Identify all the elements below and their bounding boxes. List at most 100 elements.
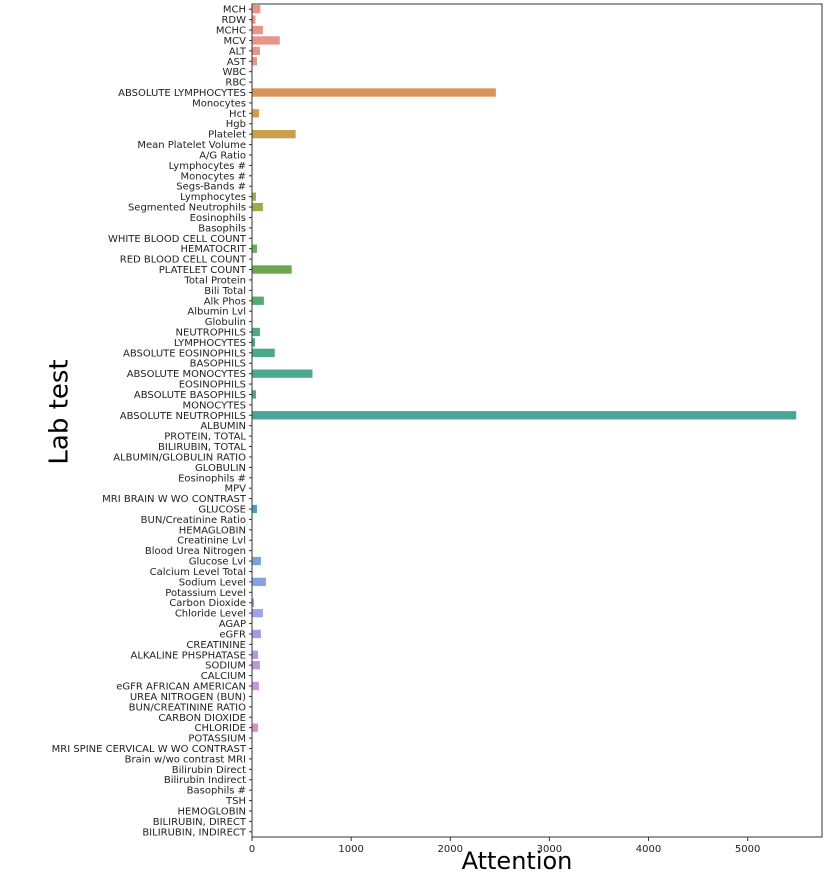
bar (252, 661, 260, 670)
x-ticks: 0 1000 2000 3000 4000 5000 (249, 837, 760, 855)
y-tick-label: CHLORIDE (194, 723, 246, 734)
y-tick-label: ABSOLUTE NEUTROPHILS (120, 411, 246, 422)
bar (252, 5, 261, 14)
y-tick-label: Hgb (226, 119, 246, 130)
y-tick-label: NEUTROPHILS (176, 327, 246, 338)
bar (252, 25, 263, 35)
y-tick-label: CALCIUM (201, 671, 246, 682)
y-axis-title: Lab test (45, 359, 75, 464)
bar (252, 296, 264, 305)
bar (252, 15, 256, 24)
y-tick-label: POTASSIUM (188, 734, 246, 745)
y-tick-label: TSH (225, 796, 246, 807)
y-tick-label: BILIRUBIN, TOTAL (158, 442, 246, 453)
y-tick-label: MRI SPINE CERVICAL W WO CONTRAST (52, 744, 247, 755)
y-tick-label: Creatinine Lvl (177, 536, 246, 547)
y-tick-label: Chloride Level (175, 609, 246, 620)
y-tick-label: ABSOLUTE LYMPHOCYTES (118, 88, 246, 99)
y-tick-label: Carbon Dioxide (169, 598, 246, 609)
y-tick-label: Albumin Lvl (187, 307, 246, 318)
y-tick-label: Alk Phos (204, 296, 246, 307)
bar (252, 608, 263, 618)
x-tick-label: 0 (249, 844, 255, 855)
bar (252, 411, 797, 420)
y-tick-label: A/G Ratio (199, 150, 246, 161)
bar (252, 504, 257, 514)
y-tick-label: BUN/Creatinine Ratio (141, 515, 246, 526)
y-tick-label: BILIRUBIN, DIRECT (153, 817, 247, 828)
bar (252, 88, 496, 97)
y-tick-label: Segs-Bands # (176, 182, 246, 193)
y-tick-label: MCH (223, 5, 246, 16)
bar (252, 650, 258, 659)
bar (252, 369, 313, 378)
y-tick-label: EOSINOPHILS (179, 380, 246, 391)
y-tick-label: Mean Platelet Volume (137, 140, 246, 151)
bar (252, 46, 260, 56)
y-tick-label: UREA NITROGEN (BUN) (130, 692, 246, 703)
y-tick-label: MRI BRAIN W WO CONTRAST (102, 494, 247, 505)
bar (252, 327, 260, 337)
y-tick-label: ABSOLUTE MONOCYTES (127, 369, 246, 380)
y-tick-label: HEMOGLOBIN (178, 806, 246, 817)
y-tick-label: Bilirubin Direct (172, 765, 246, 776)
y-tick-label: HEMATOCRIT (181, 244, 247, 255)
x-tick-label: 3000 (537, 844, 562, 855)
bar (252, 390, 256, 399)
y-tick-label: Monocytes (192, 98, 246, 109)
y-tick-label: LYMPHOCYTES (174, 338, 246, 349)
y-tick-label: Bili Total (204, 286, 246, 297)
bar (252, 57, 257, 66)
x-tick-label: 5000 (735, 844, 760, 855)
y-tick-label: Basophils # (187, 786, 246, 797)
x-tick-label: 1000 (338, 844, 363, 855)
y-tick-label: AGAP (219, 619, 246, 630)
y-tick-label: Platelet (208, 130, 246, 141)
y-tick-label: MCHC (216, 26, 246, 37)
y-tick-label: ALBUMIN/GLOBULIN RATIO (113, 452, 246, 463)
bar (252, 109, 259, 118)
y-tick-label: MPV (225, 484, 247, 495)
y-tick-label: PROTEIN, TOTAL (164, 432, 246, 443)
bar (252, 129, 296, 139)
y-tick-label: Segmented Neutrophils (128, 203, 246, 214)
y-tick-label: Monocytes # (181, 171, 246, 182)
bar (252, 556, 261, 566)
bar (252, 681, 259, 691)
y-tick-label: Eosinophils (190, 213, 246, 224)
y-tick-label: HEMAGLOBIN (179, 525, 246, 536)
y-tick-label: Total Protein (183, 275, 246, 286)
y-tick-label: WHITE BLOOD CELL COUNT (108, 234, 247, 245)
x-tick-label: 2000 (438, 844, 463, 855)
y-tick-label: Basophils (198, 223, 246, 234)
y-tick-label: CREATININE (186, 640, 246, 651)
y-tick-label: BASOPHILS (190, 359, 246, 370)
y-tick-label: Lymphocytes (180, 192, 246, 203)
y-tick-label: SODIUM (205, 661, 246, 672)
bar (252, 338, 255, 347)
y-tick-label: Glucose Lvl (189, 557, 246, 568)
y-tick-label: Sodium Level (179, 577, 246, 588)
bar (252, 265, 292, 274)
y-tick-label: Bilirubin Indirect (164, 775, 246, 786)
y-tick-label: ALT (229, 46, 247, 57)
y-tick-label: Lymphocytes # (169, 161, 246, 172)
bar (252, 202, 263, 212)
y-tick-label: ABSOLUTE BASOPHILS (134, 390, 246, 401)
y-tick-label: BUN/CREATININE RATIO (129, 702, 246, 713)
bar (252, 192, 256, 201)
y-tick-label: Potassium Level (165, 588, 246, 599)
y-tick-label: ALBUMIN (200, 421, 246, 432)
y-tick-label: Calcium Level Total (150, 567, 246, 578)
y-tick-label: GLUCOSE (198, 505, 246, 516)
y-tick-label: MCV (224, 36, 247, 47)
x-axis-title: Attention (462, 847, 573, 873)
y-tick-label: CARBON DIOXIDE (158, 713, 246, 724)
bar (252, 723, 258, 732)
bar (252, 629, 261, 639)
y-tick-label: Hct (229, 109, 246, 120)
y-tick-label: ALKALINE PHSPHATASE (131, 650, 246, 661)
y-tick-label: Blood Urea Nitrogen (145, 546, 246, 557)
y-tick-label: RBC (225, 78, 246, 89)
